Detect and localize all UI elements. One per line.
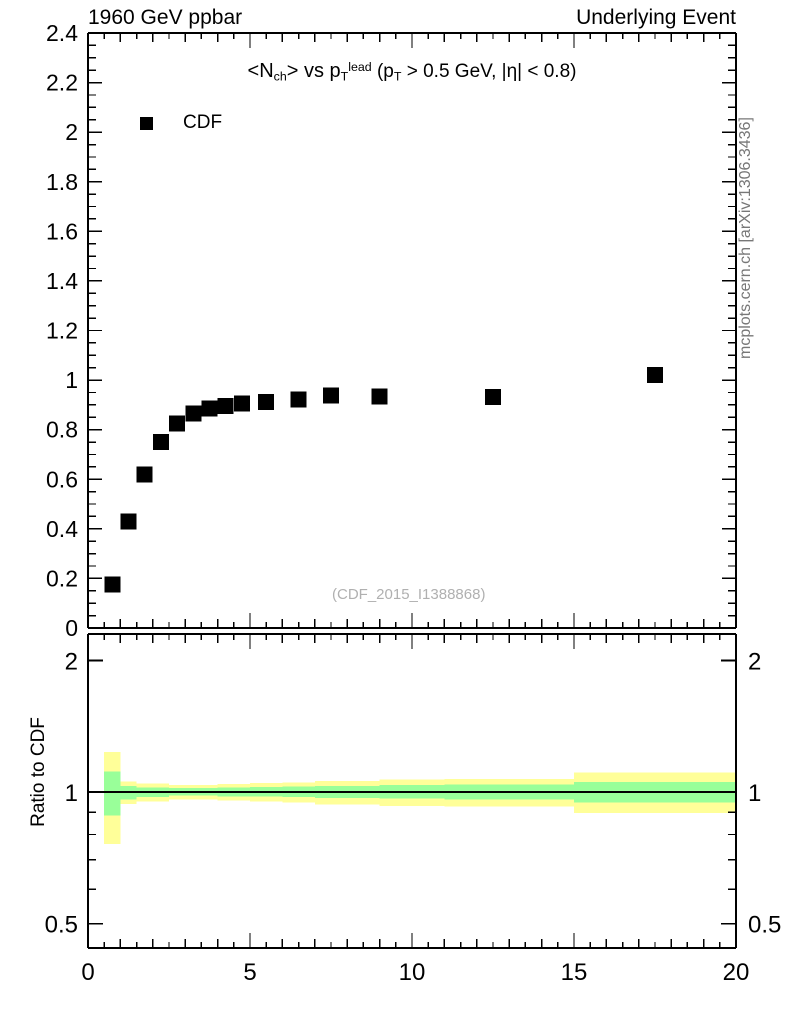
ratio-ytick-label: 0.5 [45,912,78,939]
main-ytick-label: 0.2 [46,565,78,591]
data-point-marker [217,398,234,415]
data-point-marker [290,391,307,408]
main-ytick-label: 0.4 [46,516,78,542]
data-point-marker [185,405,202,422]
title-part-a: <N [247,60,274,82]
ratio-xtick-label: 20 [723,959,750,986]
main-ytick-label: 0.8 [46,417,78,443]
main-plot-title: <Nch> vs pTlead (pT > 0.5 GeV, |η| < 0.8… [88,60,736,83]
title-part-f: (p [371,61,394,82]
main-ytick-label: 1 [65,367,78,393]
main-ytick-label: 1.8 [46,169,78,195]
ratio-xtick-label: 5 [243,959,256,986]
data-point-marker [371,388,388,405]
main-ytick-label: 1.6 [46,218,78,244]
data-point-marker [647,367,663,384]
main-ytick-label: 1.4 [46,268,78,294]
ratio-ytick-label-right: 1 [748,780,761,807]
header-right-label: Underlying Event [576,6,736,29]
ratio-xtick-label: 0 [81,959,94,986]
ratio-xtick-label: 15 [561,959,588,986]
ratio-ytick-label-right: 0.5 [748,912,781,939]
ratio-inner-band [104,771,121,816]
analysis-id-watermark: (CDF_2015_I1388868) [332,586,486,603]
legend-marker-cdf [140,116,153,130]
main-ytick-label: 1.2 [46,318,78,344]
ratio-ytick-label: 1 [65,780,78,807]
data-point-marker [485,388,501,405]
main-ytick-label: 2.2 [46,70,78,96]
ratio-ytick-label: 2 [65,649,78,676]
legend-label-cdf: CDF [183,112,223,133]
ratio-xtick-label: 10 [399,959,426,986]
legend: CDF [140,112,222,134]
data-point-marker [120,513,137,530]
title-part-d: T [340,69,349,84]
data-point-marker [201,400,218,417]
title-part-c: > vs p [286,60,341,82]
data-point-marker [233,395,250,412]
title-part-g: T [393,69,402,84]
main-ytick-label: 0 [65,615,78,641]
title-part-e: lead [348,60,372,75]
title-part-b: ch [273,69,287,84]
data-point-marker [169,415,186,432]
data-point-marker [258,393,275,410]
main-ytick-label: 2 [65,119,78,145]
data-point-marker [104,576,121,593]
data-point-marker [136,466,153,483]
ratio-ytick-label-right: 2 [748,649,761,676]
data-point-marker [152,434,169,451]
main-ytick-label: 2.4 [46,20,78,46]
title-part-h: > 0.5 GeV, |η| < 0.8) [401,61,577,82]
header-left-label: 1960 GeV ppbar [88,6,243,29]
main-ytick-label: 0.6 [46,466,78,492]
data-point-marker [323,387,339,404]
